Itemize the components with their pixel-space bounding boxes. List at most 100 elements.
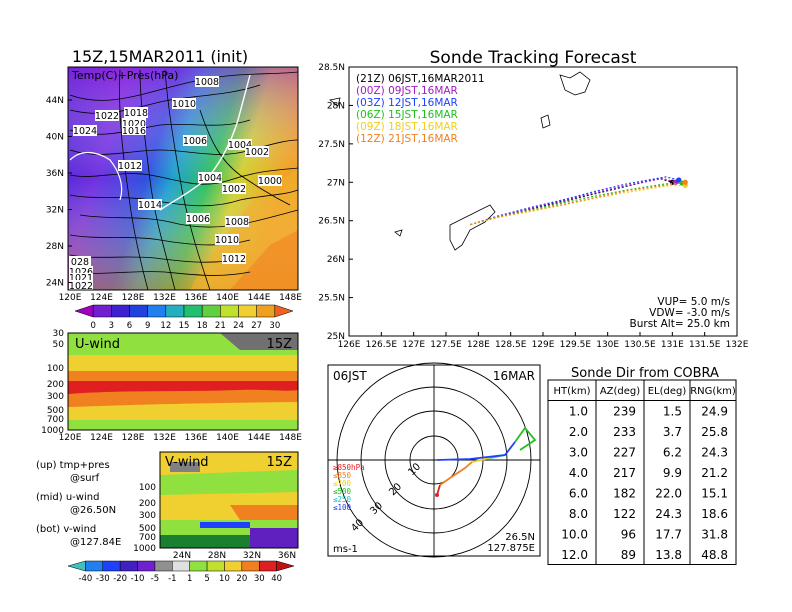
table-cell: 22.0 xyxy=(655,487,682,501)
isobar-label: 1012 xyxy=(118,160,142,172)
table-title: Sonde Dir from COBRA xyxy=(571,366,719,381)
isobar-label: 1014 xyxy=(138,199,162,211)
svg-text:1024: 1024 xyxy=(73,126,97,137)
track-lat-tick-label: 26.5N xyxy=(318,217,345,227)
island-outline xyxy=(329,97,341,107)
track-series-line xyxy=(470,181,686,226)
svg-text:1021: 1021 xyxy=(69,273,93,284)
temp-lat-axis: 44N 40N 36N 32N 28N 24N xyxy=(46,96,72,289)
pressure-tick-label: 700 xyxy=(47,415,64,425)
table-cell: 6.2 xyxy=(663,446,682,460)
svg-text:1002: 1002 xyxy=(222,184,246,195)
temp-colorbar: 0 3 6 9 12 15 18 21 24 27 30 xyxy=(74,304,294,331)
track-map-panel xyxy=(329,66,738,337)
temp-lon-axis: 120E 124E 128E 132E 136E 140E 144E 148E xyxy=(59,293,303,303)
lon-tick-label: 128E xyxy=(122,433,145,443)
lon-tick-label: 148E xyxy=(279,293,302,303)
track-lon-tick-label: 129E xyxy=(532,340,555,350)
lat-tick-label: 24N xyxy=(173,551,191,561)
track-lon-tick-label: 129.5E xyxy=(560,340,592,350)
isobar-label: 1008 xyxy=(195,76,219,88)
colorbar-swatch xyxy=(92,304,112,318)
uwind-time: 15Z xyxy=(267,337,293,352)
polar-lat: 26.5N xyxy=(505,532,535,543)
track-lat-tick-label: 25N xyxy=(327,332,345,342)
isobar-label: 1026 xyxy=(69,266,93,278)
lon-tick-label: 120E xyxy=(59,293,82,303)
svg-text:1022: 1022 xyxy=(69,281,93,292)
table-cell: 48.8 xyxy=(701,548,728,562)
svg-text:1016: 1016 xyxy=(122,126,146,137)
colorbar-label: 9 xyxy=(145,321,150,331)
track-title: Sonde Tracking Forecast xyxy=(430,48,637,68)
table-header: EL(deg) xyxy=(648,386,687,397)
track-lat-tick-label: 25.5N xyxy=(318,294,345,304)
colorbar-label: -40 xyxy=(78,574,92,584)
colorbar-label: 5 xyxy=(204,574,209,584)
isobar-label: 1020 xyxy=(122,118,146,130)
pressure-tick-label: 300 xyxy=(139,511,156,521)
colorbar-swatch xyxy=(201,304,221,318)
table-header: RNG(km) xyxy=(690,386,736,397)
track-lon-tick-label: 132E xyxy=(726,340,749,350)
table-header: HT(km) xyxy=(554,386,591,397)
polar-panel: 10 20 30 40 06JST 16MAR ms-1 26.5N 127.8… xyxy=(327,362,541,558)
table-cell: 89 xyxy=(621,548,636,562)
table-cell: 3.7 xyxy=(663,425,682,439)
table-cell: 18.6 xyxy=(701,507,728,521)
table-cell: 217 xyxy=(613,466,636,480)
pressure-tick-label: 1000 xyxy=(133,544,156,554)
track-lat-axis: 28.5N 28N 27.5N 27N 26.5N 26N 25.5N 25N xyxy=(318,63,353,342)
pressure-tick-label: 700 xyxy=(139,533,156,543)
table-cell: 31.8 xyxy=(701,528,728,542)
colorbar-swatch xyxy=(137,560,156,572)
svg-text:1010: 1010 xyxy=(172,99,196,110)
colorbar-swatch xyxy=(276,560,295,572)
svg-text:1008: 1008 xyxy=(225,217,249,228)
vwind-colorbar: -40 -30 -20 -10 -5 -1 1 5 10 20 30 40 xyxy=(67,560,295,584)
colorbar-label: 20 xyxy=(236,574,247,584)
pressure-legend-item: ≤250 xyxy=(333,495,352,504)
lon-tick-label: 140E xyxy=(216,433,239,443)
colorbar-swatch xyxy=(85,560,104,572)
colorbar-swatch xyxy=(119,560,138,572)
colorbar-label: 12 xyxy=(160,321,171,331)
svg-text:1020: 1020 xyxy=(122,119,146,130)
track-lon-tick-label: 130E xyxy=(596,340,619,350)
track-legend-item: (12Z) 21JST,16MAR xyxy=(356,133,458,145)
burst-alt-text: Burst Alt= 25.0 km xyxy=(630,318,730,330)
vwind-title: V-wind xyxy=(165,455,209,470)
temp-map-title: 15Z,15MAR2011 (init) xyxy=(72,47,248,66)
lat-tick-label: 36N xyxy=(46,169,64,179)
lon-tick-label: 124E xyxy=(90,293,113,303)
svg-text:1002: 1002 xyxy=(245,147,269,158)
table-cell: 122 xyxy=(613,507,636,521)
isobar-label: 1000 xyxy=(258,175,282,187)
lon-tick-label: 144E xyxy=(248,433,271,443)
isobar-label: 1010 xyxy=(215,234,239,246)
desc-line: (mid) u-wind xyxy=(36,492,99,503)
table-cell: 1.0 xyxy=(569,405,588,419)
isobar-label: 1004 xyxy=(228,139,252,151)
colorbar-swatch xyxy=(154,560,173,572)
svg-text:1006: 1006 xyxy=(186,214,210,225)
lat-tick-label: 32N xyxy=(243,551,261,561)
track-lon-tick-label: 127E xyxy=(402,340,425,350)
vwind-time: 15Z xyxy=(267,455,293,470)
table-border xyxy=(547,379,737,565)
lat-tick-label: 40N xyxy=(46,133,64,143)
table-cell: 4.0 xyxy=(569,466,588,480)
colorbar-swatch xyxy=(129,304,148,318)
track-lat-tick-label: 28N xyxy=(327,101,345,111)
colorbar-label: 18 xyxy=(197,321,208,331)
desc-line: @surf xyxy=(70,473,100,484)
svg-text:1012: 1012 xyxy=(118,161,142,172)
svg-text:1004: 1004 xyxy=(228,140,252,151)
isobar-label: 1021 xyxy=(69,273,93,284)
track-lon-tick-label: 127.5E xyxy=(430,340,462,350)
colorbar-label: -1 xyxy=(168,574,176,584)
isobar-label: 028 xyxy=(69,256,91,268)
track-lat-tick-label: 28.5N xyxy=(318,63,345,73)
